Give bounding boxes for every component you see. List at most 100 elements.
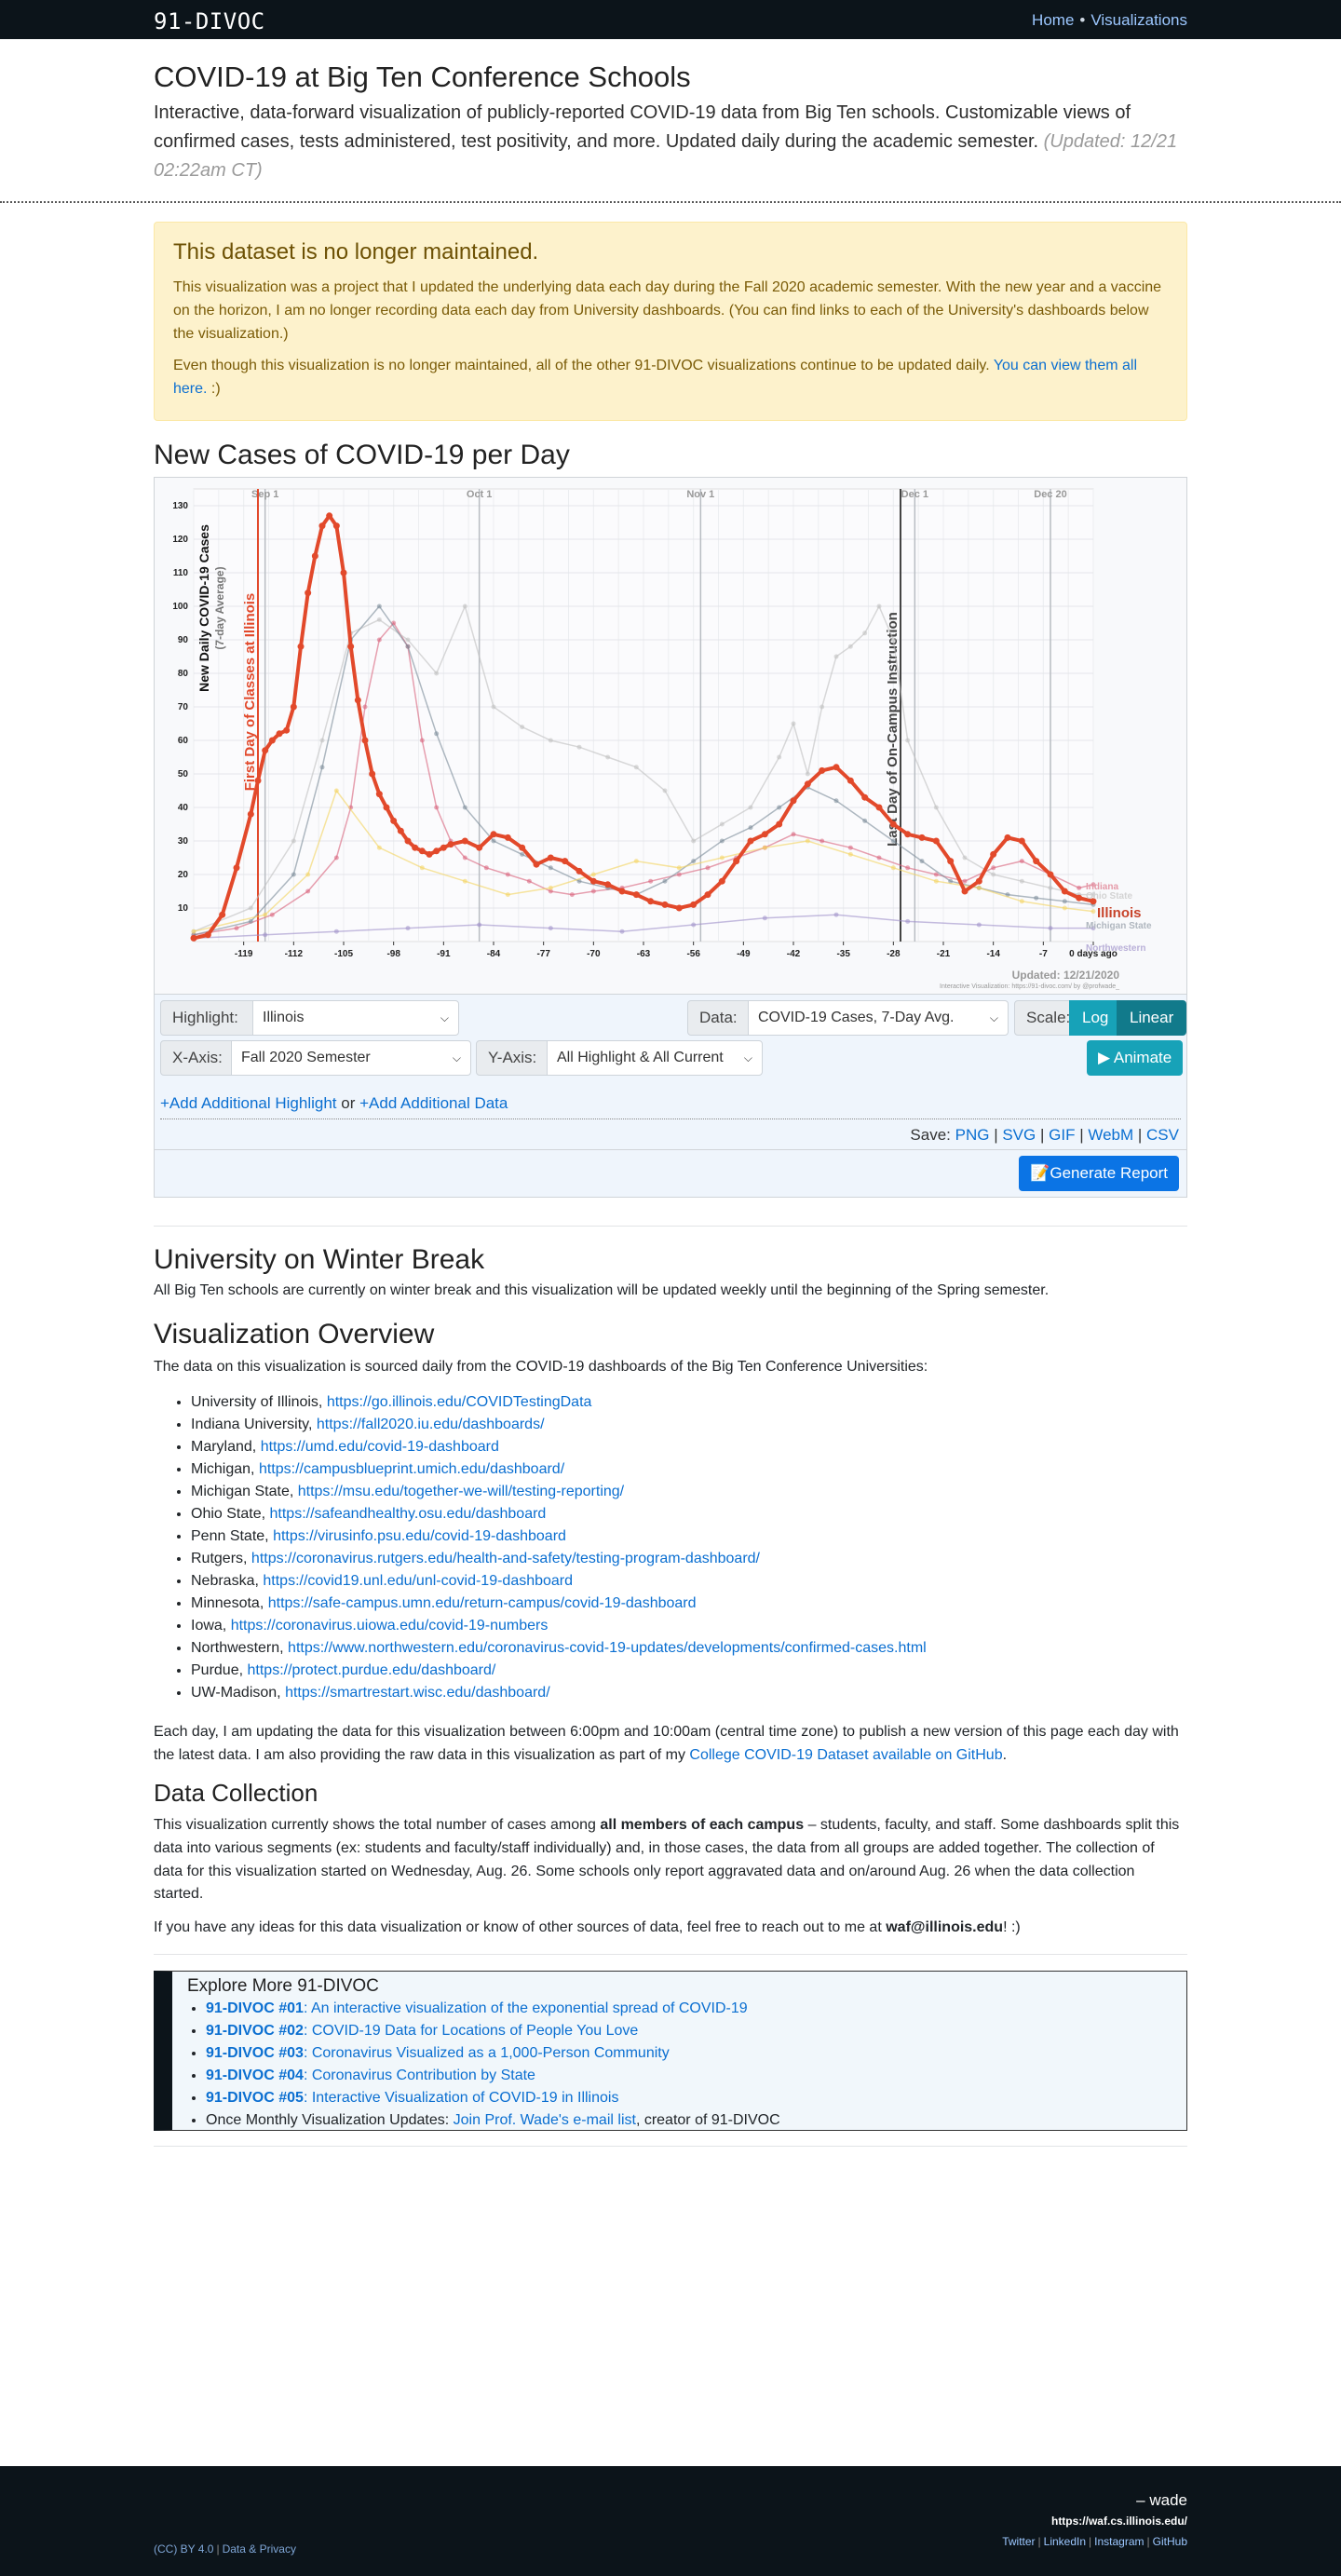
footer-url-link[interactable]: https://waf.cs.illinois.edu/ [1050, 2515, 1187, 2528]
source-link[interactable]: https://safeandhealthy.osu.edu/dashboard [269, 1506, 547, 1522]
save-csv-link[interactable]: CSV [1146, 1126, 1179, 1144]
explore-link[interactable]: 91-DIVOC #04: Coronavirus Contribution b… [206, 2068, 535, 2083]
explore-item[interactable]: 91-DIVOC #03: Coronavirus Visualized as … [206, 2042, 780, 2065]
data-point [354, 697, 361, 704]
source-link[interactable]: https://campusblueprint.umich.edu/dashbo… [258, 1461, 565, 1477]
source-item: Maryland, https://umd.edu/covid-19-dashb… [191, 1436, 927, 1458]
data-point [204, 931, 211, 939]
source-link[interactable]: https://virusinfo.psu.edu/covid-19-dashb… [273, 1528, 566, 1544]
source-name: Maryland, [191, 1439, 257, 1455]
y-tick-label: 60 [178, 736, 189, 746]
explore-link[interactable]: 91-DIVOC #01: An interactive visualizati… [206, 2000, 748, 2016]
data-point [404, 837, 412, 845]
series-line [193, 789, 1094, 932]
data-point [991, 872, 996, 877]
data-point [976, 922, 982, 928]
brand-logo-link[interactable]: 91-DIVOC [154, 8, 265, 34]
source-item: Iowa, https://coronavirus.uiowa.edu/covi… [191, 1615, 927, 1637]
y-tick-label: 130 [172, 501, 188, 511]
source-link[interactable]: https://fall2020.iu.edu/dashboards/ [316, 1417, 545, 1432]
explore-number: 91-DIVOC #01 [206, 2000, 304, 2016]
data-select[interactable]: COVID-19 Cases, 7-Day Avg. ⌵ [748, 1000, 1009, 1036]
data-point [820, 838, 825, 844]
twitter-link[interactable]: Twitter [1002, 2535, 1036, 2548]
explore-item[interactable]: 91-DIVOC #05: Interactive Visualization … [206, 2087, 780, 2109]
view-all-link[interactable]: You can view them all here. [173, 358, 1137, 398]
data-point [412, 844, 419, 851]
save-svg-link[interactable]: SVG [1002, 1126, 1036, 1144]
data-point [462, 878, 467, 884]
data-point [718, 877, 725, 885]
data-point [762, 915, 767, 921]
data-point [805, 771, 810, 777]
explore-link[interactable]: 91-DIVOC #05: Interactive Visualization … [206, 2090, 618, 2106]
source-item: Purdue, https://protect.purdue.edu/dashb… [191, 1660, 927, 1682]
highlight-select[interactable]: Illinois ⌵ [252, 1000, 459, 1036]
collection-text-a: This visualization currently shows the t… [154, 1817, 596, 1833]
data-point [569, 892, 575, 898]
data-point [762, 845, 767, 850]
series-label: Indiana [1086, 882, 1118, 892]
github-dataset-link[interactable]: College COVID-19 Dataset available on Gi… [689, 1746, 1003, 1763]
chart-container: 10 20 30 40 50 60 70 80 90 100 110 120 130 -119 -112 -1… [154, 477, 1187, 995]
instagram-link[interactable]: Instagram [1094, 2535, 1145, 2548]
license-link[interactable]: (CC) BY 4.0 [154, 2542, 214, 2556]
yaxis-select[interactable]: All Highlight & All Current ⌵ [547, 1040, 763, 1076]
data-point [962, 878, 968, 884]
privacy-link[interactable]: Data & Privacy [222, 2542, 296, 2556]
explore-item[interactable]: 91-DIVOC #02: COVID-19 Data for Location… [206, 2020, 780, 2042]
data-point [919, 859, 925, 864]
animate-button[interactable]: ▶ Animate [1087, 1040, 1184, 1076]
series-line [193, 621, 1094, 936]
explore-item[interactable]: 91-DIVOC #04: Coronavirus Contribution b… [206, 2065, 780, 2087]
data-point [262, 747, 269, 754]
explore-link[interactable]: 91-DIVOC #03: Coronavirus Visualized as … [206, 2045, 670, 2061]
data-point [548, 865, 553, 871]
save-gif-link[interactable]: GIF [1049, 1126, 1076, 1144]
source-link[interactable]: https://www.northwestern.edu/coronavirus… [288, 1640, 927, 1656]
source-link[interactable]: https://safe-campus.umn.edu/return-campu… [267, 1595, 697, 1611]
data-point [1062, 905, 1067, 911]
data-point [269, 912, 275, 917]
github-link[interactable]: GitHub [1152, 2535, 1187, 2548]
nav-home-link[interactable]: Home [1032, 11, 1075, 29]
data-point [790, 797, 797, 805]
data-point [890, 838, 896, 844]
data-point [362, 704, 368, 710]
data-point [590, 888, 596, 894]
explore-item[interactable]: 91-DIVOC #01: An interactive visualizati… [206, 1998, 780, 2020]
source-link[interactable]: https://covid19.unl.edu/unl-covid-19-das… [263, 1573, 574, 1589]
controls-rule [155, 1149, 1186, 1150]
highlight-label: Highlight: [160, 1000, 253, 1036]
save-webm-link[interactable]: WebM [1088, 1126, 1134, 1144]
data-point [1076, 894, 1083, 902]
data-point [462, 603, 467, 609]
source-link[interactable]: https://protect.purdue.edu/dashboard/ [247, 1662, 496, 1678]
source-link[interactable]: https://go.illinois.edu/COVIDTestingData [326, 1394, 592, 1410]
source-link[interactable]: https://coronavirus.rutgers.edu/health-a… [251, 1551, 760, 1566]
scale-linear-button[interactable]: Linear [1117, 1000, 1187, 1036]
save-png-link[interactable]: PNG [955, 1126, 990, 1144]
source-item: Minnesota, https://safe-campus.umn.edu/r… [191, 1593, 927, 1615]
data-point [590, 872, 596, 877]
source-link[interactable]: https://umd.edu/covid-19-dashboard [260, 1439, 499, 1455]
data-point [268, 737, 276, 744]
save-row: Save: PNG | SVG | GIF | WebM | CSV [910, 1126, 1179, 1144]
data-point [676, 872, 682, 877]
source-link[interactable]: https://smartrestart.wisc.edu/dashboard/ [285, 1685, 550, 1701]
generate-report-button[interactable]: 📝Generate Report [1019, 1156, 1179, 1191]
scale-log-button[interactable]: Log [1069, 1000, 1122, 1036]
nav-visualizations-link[interactable]: Visualizations [1090, 11, 1187, 29]
data-point [433, 847, 440, 855]
source-link[interactable]: https://msu.edu/together-we-will/testing… [297, 1484, 625, 1499]
annotation-label: Last Day of On-Campus Instruction [885, 612, 901, 847]
cases-line-chart[interactable]: 10 20 30 40 50 60 70 80 90 100 110 120 130 -119 -112 -1… [155, 478, 1186, 994]
linkedin-link[interactable]: LinkedIn [1043, 2535, 1087, 2548]
email-list-link[interactable]: Join Prof. Wade's e-mail list [453, 2112, 636, 2128]
source-link[interactable]: https://coronavirus.uiowa.edu/covid-19-n… [230, 1618, 549, 1634]
explore-link[interactable]: 91-DIVOC #02: COVID-19 Data for Location… [206, 2023, 638, 2039]
add-data-link[interactable]: +Add Additional Data [359, 1094, 508, 1112]
add-highlight-link[interactable]: +Add Additional Highlight [160, 1094, 337, 1112]
monthly-end: , creator of 91-DIVOC [635, 2112, 780, 2128]
xaxis-select[interactable]: Fall 2020 Semester ⌵ [231, 1040, 471, 1076]
